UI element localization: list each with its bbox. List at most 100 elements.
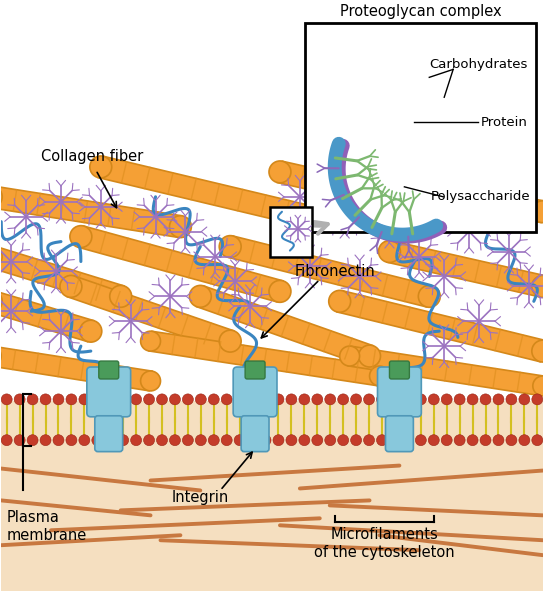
Circle shape <box>338 394 349 405</box>
FancyBboxPatch shape <box>390 361 410 379</box>
Circle shape <box>92 394 103 405</box>
Circle shape <box>358 345 380 367</box>
Circle shape <box>170 435 181 446</box>
Circle shape <box>325 435 336 446</box>
Circle shape <box>66 435 77 446</box>
Circle shape <box>157 394 168 405</box>
Circle shape <box>131 394 141 405</box>
Circle shape <box>506 435 517 446</box>
Circle shape <box>118 435 128 446</box>
Polygon shape <box>398 176 544 223</box>
Circle shape <box>312 435 323 446</box>
Circle shape <box>467 394 478 405</box>
Circle shape <box>90 156 112 178</box>
Circle shape <box>532 275 544 297</box>
Circle shape <box>27 394 38 405</box>
Circle shape <box>532 435 543 446</box>
Circle shape <box>506 394 517 405</box>
Polygon shape <box>149 332 381 386</box>
Circle shape <box>66 394 77 405</box>
Circle shape <box>195 394 206 405</box>
Circle shape <box>351 435 362 446</box>
Circle shape <box>208 394 219 405</box>
FancyBboxPatch shape <box>99 361 119 379</box>
Circle shape <box>388 176 410 198</box>
Circle shape <box>144 435 154 446</box>
Circle shape <box>144 394 154 405</box>
Circle shape <box>182 394 193 405</box>
Circle shape <box>339 346 360 366</box>
Circle shape <box>286 394 297 405</box>
Circle shape <box>1 435 12 446</box>
Circle shape <box>454 394 465 405</box>
Circle shape <box>14 435 25 446</box>
Circle shape <box>312 394 323 405</box>
Circle shape <box>189 285 211 307</box>
FancyBboxPatch shape <box>95 416 123 452</box>
Circle shape <box>234 394 245 405</box>
FancyBboxPatch shape <box>241 416 269 452</box>
Circle shape <box>379 241 400 262</box>
Bar <box>1 401 543 591</box>
FancyArrowPatch shape <box>292 207 327 233</box>
Circle shape <box>454 435 465 446</box>
Circle shape <box>269 280 291 303</box>
Circle shape <box>369 366 390 386</box>
Circle shape <box>329 290 351 312</box>
Circle shape <box>182 435 193 446</box>
Circle shape <box>493 394 504 405</box>
Polygon shape <box>337 291 544 362</box>
Circle shape <box>27 435 38 446</box>
Circle shape <box>70 226 92 248</box>
Circle shape <box>140 331 160 351</box>
Circle shape <box>157 435 168 446</box>
FancyBboxPatch shape <box>87 367 131 417</box>
Circle shape <box>140 371 160 391</box>
Circle shape <box>221 435 232 446</box>
Polygon shape <box>78 226 283 302</box>
Circle shape <box>1 394 12 405</box>
Circle shape <box>92 435 103 446</box>
Circle shape <box>269 161 291 183</box>
Text: Collagen fiber: Collagen fiber <box>41 149 143 164</box>
Polygon shape <box>0 291 94 342</box>
Circle shape <box>53 394 64 405</box>
Circle shape <box>105 394 116 405</box>
Circle shape <box>390 394 400 405</box>
FancyBboxPatch shape <box>386 416 413 452</box>
Circle shape <box>467 435 478 446</box>
Circle shape <box>390 435 400 446</box>
Text: Proteoglycan complex: Proteoglycan complex <box>339 4 501 18</box>
Circle shape <box>0 346 1 366</box>
Circle shape <box>299 394 310 405</box>
Polygon shape <box>0 346 152 391</box>
Text: Protein: Protein <box>481 116 528 129</box>
Circle shape <box>468 206 490 228</box>
Circle shape <box>53 435 64 446</box>
Text: Integrin: Integrin <box>172 491 229 505</box>
Circle shape <box>403 394 413 405</box>
Circle shape <box>0 246 2 268</box>
Circle shape <box>363 394 374 405</box>
Circle shape <box>286 435 297 446</box>
Circle shape <box>338 435 349 446</box>
Circle shape <box>195 435 206 446</box>
Circle shape <box>0 186 2 208</box>
Circle shape <box>441 394 452 405</box>
Circle shape <box>118 394 128 405</box>
Circle shape <box>351 394 362 405</box>
Circle shape <box>493 435 504 446</box>
Circle shape <box>363 435 374 446</box>
Circle shape <box>428 394 439 405</box>
Circle shape <box>221 394 232 405</box>
FancyBboxPatch shape <box>245 361 265 379</box>
Circle shape <box>376 394 387 405</box>
Text: Carbohydrates: Carbohydrates <box>429 58 528 71</box>
Circle shape <box>403 435 413 446</box>
Circle shape <box>260 435 271 446</box>
Circle shape <box>105 435 116 446</box>
Polygon shape <box>348 346 544 396</box>
Circle shape <box>325 394 336 405</box>
Circle shape <box>299 206 321 228</box>
Circle shape <box>14 394 25 405</box>
